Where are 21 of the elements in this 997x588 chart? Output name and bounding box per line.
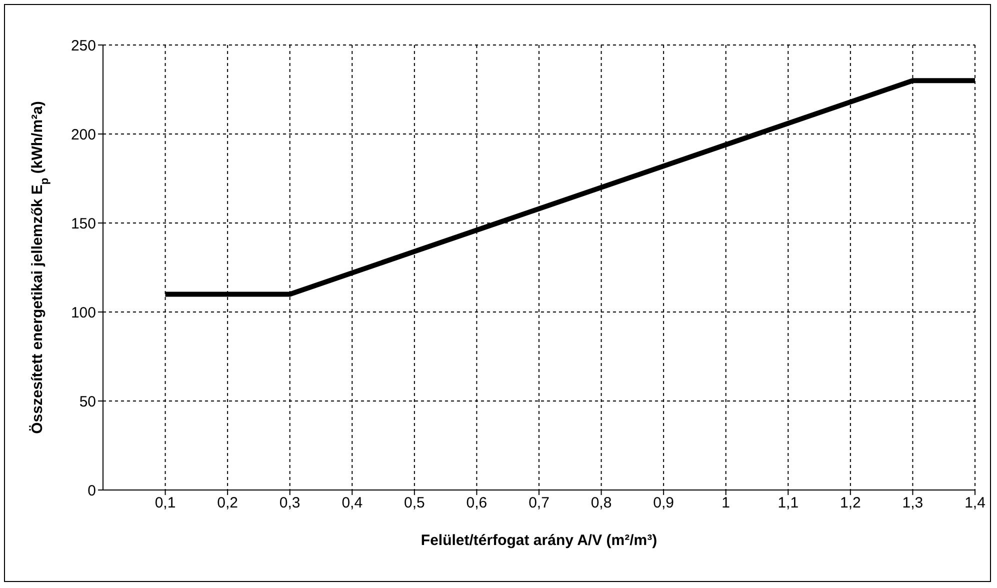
x-tick-label: 0,4 <box>342 494 363 512</box>
x-tick-label: 1,3 <box>902 494 924 512</box>
y-tick-label: 50 <box>79 393 96 410</box>
x-tick-label: 0,2 <box>217 494 238 512</box>
x-tick-label: 0,8 <box>590 494 612 512</box>
y-tick-label: 250 <box>70 37 96 54</box>
x-tick-label: 0,9 <box>653 494 674 512</box>
y-tick-label: 200 <box>70 126 96 144</box>
x-tick-label: 0,6 <box>466 494 488 512</box>
y-tick-label: 0 <box>88 482 96 500</box>
x-tick-label: 0,7 <box>528 494 550 512</box>
x-tick-label: 1 <box>722 494 730 512</box>
x-tick-label: 0,5 <box>404 494 425 512</box>
x-tick-label: 0,3 <box>279 494 300 512</box>
x-tick-label: 1,2 <box>840 494 861 512</box>
x-tick-label: 0,1 <box>154 494 176 512</box>
x-tick-label: 1,1 <box>778 494 799 512</box>
x-tick-label: 1,4 <box>964 494 986 512</box>
y-tick-label: 100 <box>70 304 96 322</box>
y-tick-label: 150 <box>70 215 96 232</box>
x-axis-title: Felület/térfogat arány A/V (m²/m³) <box>420 532 658 549</box>
